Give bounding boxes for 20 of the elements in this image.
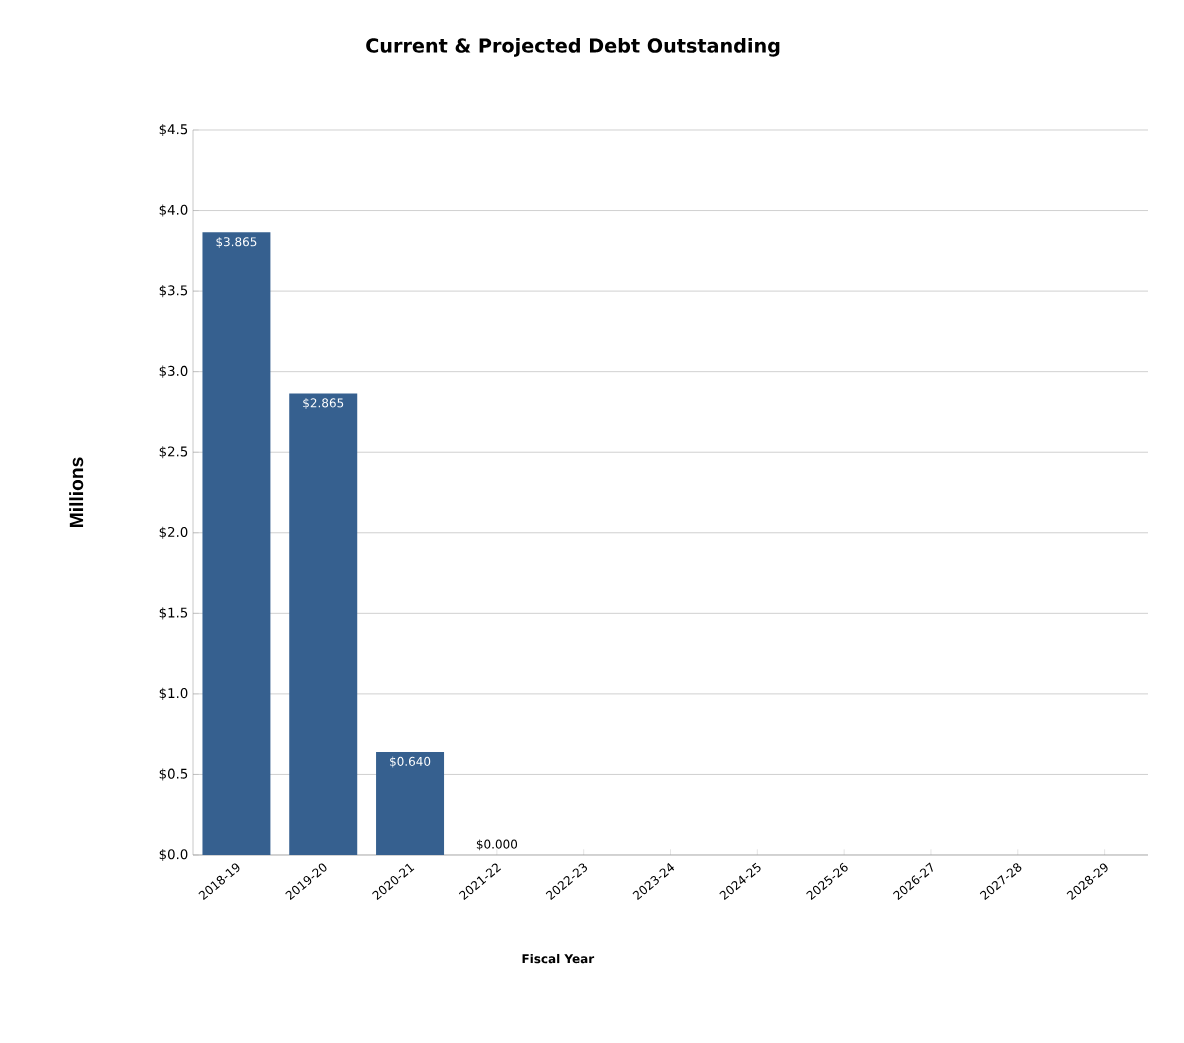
bar (289, 393, 358, 855)
y-tick-label: $0.0 (159, 848, 188, 862)
y-tick-label: $4.0 (159, 204, 188, 217)
data-label: $0.640 (390, 756, 431, 768)
y-tick-label: $2.0 (159, 526, 188, 539)
y-tick-label: $0.5 (159, 768, 188, 781)
y-tick-label: $3.5 (159, 285, 188, 298)
y-tick-label: $1.0 (159, 687, 188, 700)
data-label: $2.865 (303, 398, 344, 409)
chart-title: Current & Projected Debt Outstanding (366, 37, 780, 57)
bar (202, 232, 271, 855)
bar (376, 751, 445, 855)
data-label: $3.865 (216, 237, 257, 248)
x-axis-title: Fiscal Year (522, 953, 595, 964)
y-tick-label: $3.0 (159, 365, 188, 378)
y-tick-label: $1.5 (159, 607, 188, 620)
y-tick-label: $2.5 (159, 446, 188, 459)
data-label: $0.000 (476, 839, 518, 851)
y-tick-label: $4.5 (159, 123, 188, 137)
y-axis-title: Millions (69, 457, 84, 527)
